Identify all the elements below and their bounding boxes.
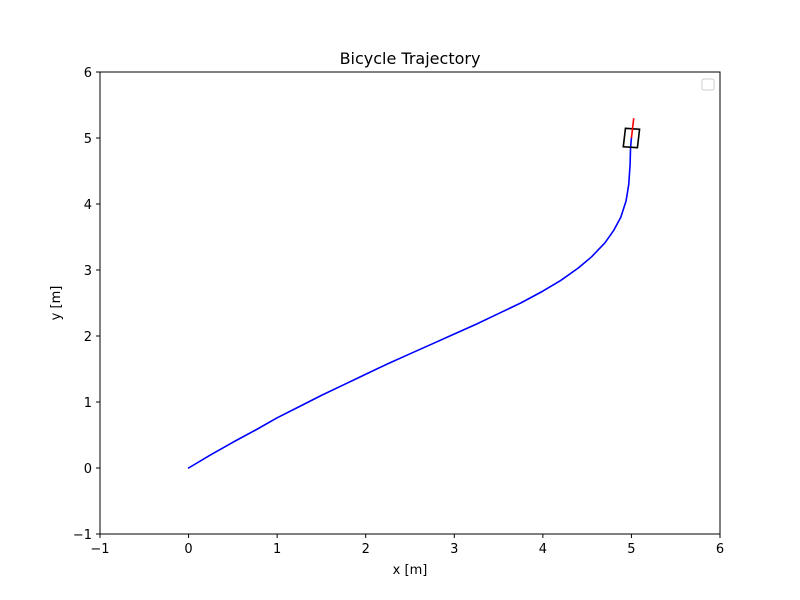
y-tick-label: 5 [84,132,92,147]
x-tick-label: −1 [90,542,109,557]
y-tick-label: 4 [84,198,92,213]
y-tick-label: 1 [84,396,92,411]
y-axis-ticks: −1 0 1 2 3 4 5 6 [73,66,100,543]
x-axis-ticks: −1 0 1 2 3 4 5 6 [90,534,724,557]
y-tick-label: −1 [73,528,92,543]
x-tick-label: 5 [627,542,635,557]
trajectory-line [187,137,633,469]
x-tick-label: 2 [362,542,370,557]
vehicle-body [622,127,641,149]
x-tick-label: 4 [539,542,547,557]
x-tick-label: 3 [450,542,458,557]
x-tick-label: 1 [273,542,281,557]
vehicle-heading-line [630,118,635,139]
x-axis-label: x [m] [393,563,428,578]
y-tick-label: 3 [84,264,92,279]
y-tick-label: 0 [84,462,92,477]
plot-frame [99,71,721,535]
plot-content [187,118,641,469]
x-tick-label: 6 [716,542,724,557]
x-tick-label: 0 [184,542,192,557]
y-tick-label: 2 [84,330,92,345]
chart-title: Bicycle Trajectory [340,49,481,68]
legend-box[interactable] [701,78,715,91]
y-tick-label: 6 [84,66,92,81]
y-axis-label: y [m] [49,286,64,321]
